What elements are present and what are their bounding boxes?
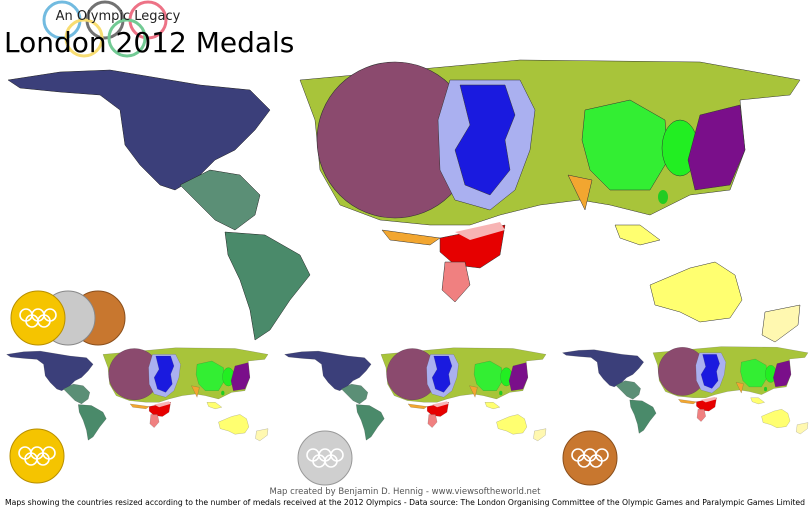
- title: London 2012 Medals: [4, 26, 294, 59]
- source-note: Maps showing the countries resized accor…: [5, 498, 805, 507]
- olympic-rings: [42, 0, 168, 58]
- bronze-map: [562, 346, 809, 435]
- subtitle: An Olympic Legacy: [56, 9, 181, 24]
- gold-map: [6, 347, 269, 442]
- medal-icons: [10, 290, 126, 346]
- credit: Map created by Benjamin D. Hennig - www.…: [270, 487, 542, 497]
- silver-map: [284, 347, 547, 442]
- main-map: [7, 59, 801, 343]
